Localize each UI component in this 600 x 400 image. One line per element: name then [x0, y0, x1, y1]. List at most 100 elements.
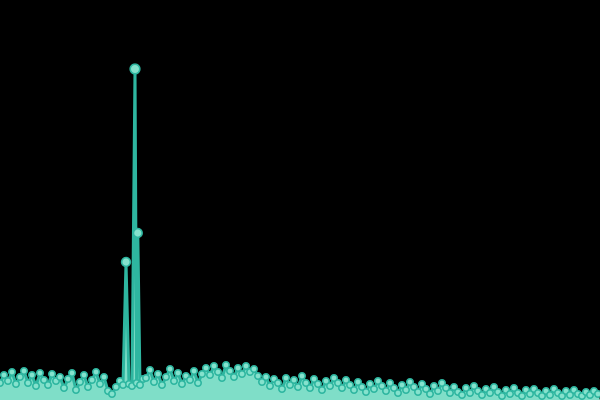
data-point-marker: [273, 378, 282, 387]
data-point-marker: [405, 377, 414, 386]
data-point-marker: [218, 373, 227, 382]
data-point-marker: [19, 366, 28, 375]
data-point-marker: [361, 387, 370, 396]
data-point-marker: [43, 380, 52, 389]
data-point-marker: [537, 391, 546, 400]
data-point-marker: [39, 375, 48, 384]
data-point-marker: [377, 381, 386, 390]
data-point-marker: [461, 383, 470, 392]
data-point-marker: [59, 383, 68, 392]
data-point-marker: [289, 375, 298, 384]
data-point-marker: [146, 365, 155, 374]
data-point-marker: [389, 383, 398, 392]
data-point-marker: [349, 385, 358, 394]
data-point-marker: [198, 369, 207, 378]
data-point-marker: [0, 371, 8, 379]
data-point-marker: [305, 383, 314, 392]
data-point-marker: [194, 378, 203, 387]
data-point-marker: [469, 381, 478, 390]
data-point-marker: [449, 382, 458, 391]
data-point-marker: [285, 380, 294, 389]
data-point-marker: [477, 390, 486, 399]
data-point-marker: [281, 373, 290, 382]
data-point-marker: [293, 382, 302, 391]
data-point-marker: [441, 383, 450, 392]
data-point-marker: [381, 386, 390, 395]
data-point-marker: [557, 391, 566, 400]
data-point-marker: [525, 389, 534, 398]
data-point-marker: [166, 364, 175, 373]
data-point-marker: [108, 389, 117, 398]
data-point-marker: [429, 381, 438, 390]
data-point-marker: [158, 380, 167, 389]
trace-markers-group: [0, 63, 600, 400]
data-point-marker: [64, 374, 73, 383]
data-point-marker: [313, 379, 322, 388]
data-point-marker: [96, 379, 105, 388]
data-point-marker: [409, 382, 418, 391]
data-point-marker: [214, 367, 223, 376]
data-point-marker: [254, 371, 263, 380]
data-point-marker: [226, 366, 235, 375]
data-point-marker: [162, 372, 171, 381]
data-point-marker: [4, 376, 13, 385]
data-point-marker: [417, 379, 426, 388]
data-point-marker: [401, 385, 410, 394]
data-point-marker: [55, 372, 64, 381]
data-point-marker: [317, 385, 326, 394]
data-point-marker: [170, 376, 179, 385]
data-point-marker: [365, 379, 374, 388]
data-point-marker: [485, 388, 494, 397]
data-point-marker: [445, 388, 454, 397]
data-point-marker: [497, 391, 506, 400]
data-point-marker: [31, 381, 40, 390]
data-point-marker: [425, 389, 434, 398]
data-point-marker: [15, 372, 24, 381]
data-point-marker: [397, 380, 406, 389]
data-point-marker: [257, 377, 266, 386]
data-point-marker: [120, 256, 132, 268]
data-point-marker: [357, 382, 366, 391]
data-point-marker: [333, 378, 342, 387]
data-point-marker: [202, 363, 211, 372]
data-point-marker: [23, 378, 32, 387]
data-point-marker: [80, 370, 89, 379]
data-point-marker: [421, 384, 430, 393]
data-point-marker: [301, 378, 310, 387]
data-point-marker: [132, 227, 144, 239]
data-point-marker: [337, 383, 346, 392]
data-point-marker: [329, 373, 338, 382]
data-point-marker: [594, 390, 600, 398]
data-point-marker: [0, 379, 4, 387]
data-point-marker: [47, 369, 56, 378]
data-point-marker: [242, 361, 251, 370]
data-point-marker: [297, 371, 306, 380]
data-point-marker: [206, 370, 215, 379]
data-point-marker: [186, 375, 195, 384]
data-point-marker: [489, 382, 498, 391]
data-point-marker: [76, 377, 85, 386]
data-point-marker: [12, 379, 21, 388]
data-point-marker: [142, 373, 151, 382]
data-point-marker: [465, 388, 474, 397]
data-point-marker: [72, 385, 81, 394]
data-point-marker: [277, 384, 286, 393]
data-point-marker: [565, 390, 574, 399]
data-point-marker: [154, 369, 163, 378]
data-point-marker: [385, 378, 394, 387]
data-point-marker: [35, 368, 44, 377]
data-point-marker: [309, 374, 318, 383]
data-point-marker: [265, 381, 274, 390]
data-point-marker: [505, 389, 514, 398]
data-point-marker: [222, 360, 231, 369]
data-point-marker: [509, 383, 518, 392]
data-point-marker: [413, 387, 422, 396]
data-point-marker: [341, 375, 350, 384]
data-point-marker: [393, 388, 402, 397]
data-point-marker: [325, 381, 334, 390]
data-point-marker: [88, 375, 97, 384]
